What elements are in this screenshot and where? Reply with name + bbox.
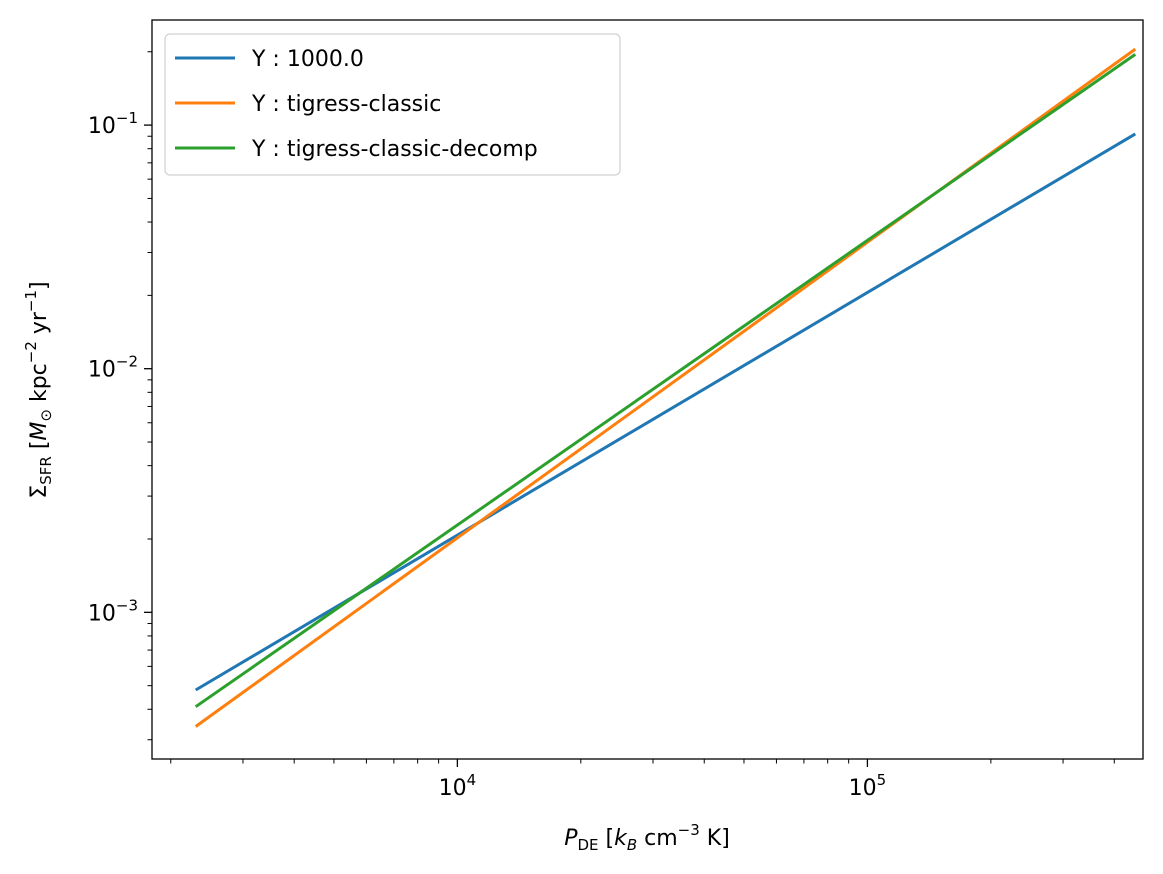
legend-label: Y : 1000.0 <box>251 47 364 72</box>
y-tick-label: 10−1 <box>88 109 138 139</box>
series-layer <box>194 47 1137 728</box>
y-tick-label: 10−3 <box>88 596 138 626</box>
legend-label: Y : tigress-classic <box>251 92 441 117</box>
series-line <box>194 53 1137 708</box>
legend-entry: Y : tigress-classic <box>175 92 441 117</box>
legend-entry: Y : 1000.0 <box>175 47 364 72</box>
x-tick-label: 105 <box>849 771 887 801</box>
legend-label: Y : tigress-classic-decomp <box>251 137 538 162</box>
x-tick-label: 104 <box>439 771 477 801</box>
y-axis-label: ΣSFR [M⊙ kpc−2 yr−1] <box>22 281 55 498</box>
legend-box <box>164 33 621 176</box>
legend-entry: Y : tigress-classic-decomp <box>175 137 538 162</box>
tick-layer: 104 105 10−3 10−2 10−1 <box>88 51 1115 801</box>
x-axis-label: PDE [kB cm−3 K] <box>564 821 730 854</box>
legend: Y : 1000.0 Y : tigress-classic Y : tigre… <box>164 33 621 176</box>
plot-frame <box>151 19 1144 760</box>
y-tick-label: 10−2 <box>88 353 138 383</box>
